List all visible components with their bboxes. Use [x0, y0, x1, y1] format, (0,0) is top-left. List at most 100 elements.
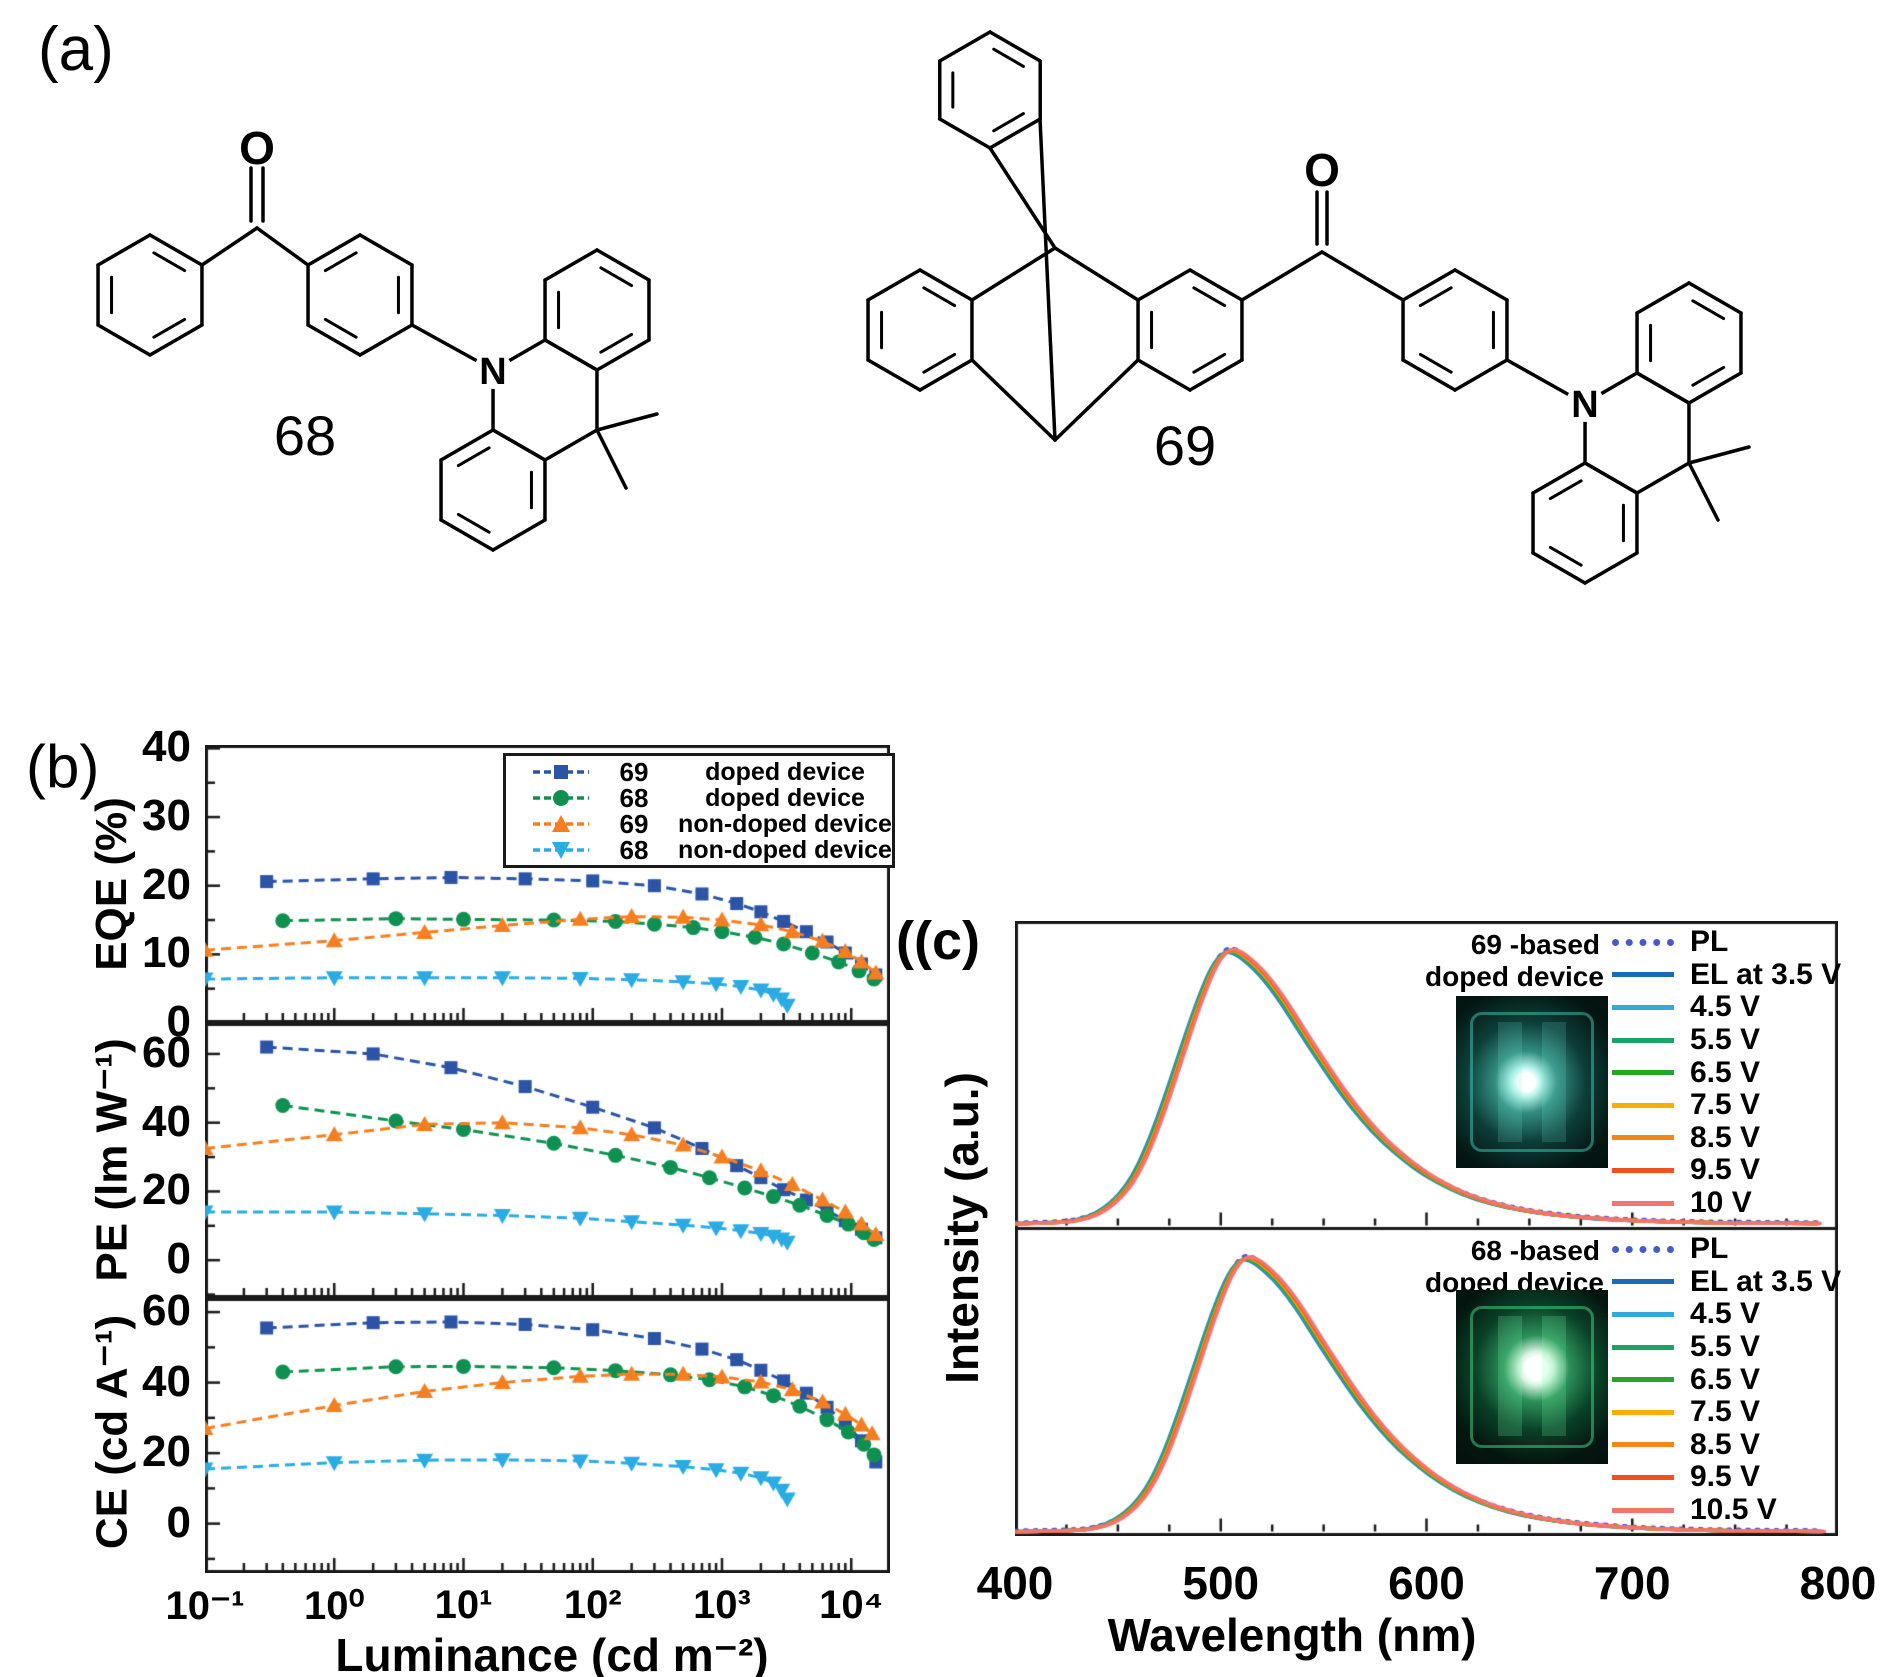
- y-tick-label: 10: [142, 928, 191, 978]
- inset-title-69: 69 -based doped device: [1425, 929, 1604, 993]
- x-tick-label: 400: [976, 1557, 1054, 1609]
- device-glow: [1456, 1290, 1608, 1464]
- legend-entry: 5.5 V: [1612, 1023, 1890, 1057]
- device-stripe: [1542, 1316, 1566, 1436]
- x-tick-label: 600: [1388, 1557, 1465, 1609]
- legend-line-swatch: [1612, 1037, 1674, 1043]
- legend-line-swatch: [1612, 1474, 1674, 1480]
- device-outline: [1470, 1306, 1594, 1448]
- legend-swatch-triangle-down-icon: [533, 842, 589, 859]
- legend-line-swatch: [1612, 1311, 1674, 1317]
- nitrogen-backing-68: [474, 351, 512, 389]
- molecule-number-69: 69: [1154, 414, 1216, 477]
- legend-line-swatch: [1612, 1200, 1674, 1206]
- panel-b-label: (b): [26, 733, 100, 800]
- legend-label: non-doped device: [678, 835, 892, 864]
- intensity-axis-title: Intensity (a.u.): [936, 1072, 988, 1384]
- y-tick-label: 0: [166, 997, 191, 1046]
- panel-c-bottom-legend: PL EL at 3.5 V 4.5 V 5.5 V 6.5 V 7.5 V 8.5 V 9.…: [1612, 1232, 1890, 1526]
- legend-compound: 69: [619, 808, 649, 839]
- inset-title-69-line1: 69 -based: [1470, 929, 1600, 960]
- legend-label: 10 V: [1690, 1186, 1752, 1220]
- panel-a-label: (a): [38, 15, 114, 84]
- chemical-structures-drawing: O N O N 68 69: [96, 30, 1751, 585]
- legend-entry: 6.5 V: [1612, 1363, 1890, 1396]
- legend-label: doped device: [705, 757, 865, 786]
- legend-label: 4.5 V: [1690, 1297, 1761, 1331]
- x-tick-label: 500: [1182, 1557, 1260, 1609]
- legend-label: 7.5 V: [1690, 1395, 1761, 1429]
- y-tick-label: 20: [142, 1427, 191, 1477]
- legend-label: 4.5 V: [1690, 990, 1761, 1024]
- wavelength-axis-title: Wavelength (nm): [1107, 1609, 1477, 1661]
- nitrogen-backing-69: [1566, 384, 1604, 422]
- legend-compound: 68: [619, 782, 649, 813]
- device-stripe: [1542, 1022, 1566, 1142]
- y-tick-label: 60: [142, 1286, 191, 1336]
- legend-entry: EL at 3.5 V: [1612, 957, 1890, 992]
- x-tick-label: 700: [1593, 1557, 1671, 1609]
- y-tick-label: 40: [142, 722, 191, 772]
- legend-label: PL: [1690, 925, 1729, 959]
- legend-entry: 4.5 V: [1612, 990, 1890, 1024]
- panel-c-top-legend: PL EL at 3.5 V 4.5 V 5.5 V 6.5 V 7.5 V 8.5 V 9.…: [1612, 925, 1890, 1220]
- legend-entry: 9.5 V: [1612, 1153, 1890, 1187]
- legend-entry: 7.5 V: [1612, 1088, 1890, 1122]
- legend-label: 8.5 V: [1690, 1120, 1761, 1154]
- legend-compound: 69: [619, 756, 649, 787]
- legend-entry: 8.5 V: [1612, 1120, 1890, 1155]
- molecule-bonds: [96, 30, 1751, 585]
- device-stripe: [1498, 1022, 1522, 1142]
- legend-entry: 9.5 V: [1612, 1460, 1890, 1494]
- legend-label: 6.5 V: [1690, 1055, 1761, 1089]
- legend-label: non-doped device: [678, 809, 892, 838]
- nitrogen-label-68: N: [479, 351, 506, 393]
- luminance-axis-title: Luminance (cd m⁻²): [335, 1629, 769, 1677]
- legend-entry: 68 doped device: [506, 782, 892, 813]
- legend-entry: 8.5 V: [1612, 1427, 1890, 1462]
- x-tick-label: 10¹: [434, 1583, 493, 1627]
- x-tick-label: 800: [1799, 1557, 1877, 1609]
- legend-line-swatch: [1612, 1102, 1674, 1108]
- inset-title-68-line1: 68 -based: [1470, 1235, 1600, 1266]
- legend-line-swatch: [1612, 972, 1674, 978]
- legend-line-swatch: [1612, 1442, 1674, 1448]
- legend-entry: 69 non-doped device: [506, 808, 892, 839]
- panel-c-label: ((c): [896, 911, 980, 971]
- legend-label: 9.5 V: [1690, 1460, 1761, 1494]
- y-tick-label: 0: [166, 1234, 191, 1284]
- inset-title-69-line2: doped device: [1425, 961, 1604, 992]
- legend-line-swatch: [1612, 1409, 1674, 1415]
- legend-swatch-square-icon: [533, 765, 589, 779]
- legend-label: 7.5 V: [1690, 1088, 1761, 1122]
- device-stripe: [1498, 1316, 1522, 1436]
- legend-entry: EL at 3.5 V: [1612, 1265, 1890, 1299]
- legend-line-swatch: [1612, 1279, 1674, 1285]
- legend-entry: 69 doped device: [506, 756, 892, 787]
- x-tick-label: 10³: [693, 1583, 751, 1627]
- oxygen-label-68: O: [239, 122, 275, 174]
- el-spectra-canvas: [1015, 921, 1838, 1536]
- y-tick-label: 40: [142, 1096, 191, 1146]
- device-glow: [1456, 996, 1608, 1168]
- legend-entry: 6.5 V: [1612, 1056, 1890, 1089]
- x-tick-label: 10⁻¹: [165, 1584, 245, 1628]
- legend-label: 8.5 V: [1690, 1427, 1761, 1461]
- legend-line-swatch: [1612, 1070, 1674, 1076]
- legend-line-swatch: [1612, 938, 1674, 946]
- device-outline: [1470, 1012, 1594, 1152]
- legend-label: EL at 3.5 V: [1690, 957, 1842, 991]
- y-tick-label: 30: [142, 791, 191, 841]
- legend-entry: 5.5 V: [1612, 1330, 1890, 1364]
- legend-entry: PL: [1612, 925, 1890, 959]
- x-tick-label: 10⁴: [819, 1583, 884, 1627]
- legend-label: 6.5 V: [1690, 1362, 1761, 1396]
- legend-swatch-triangle-up-icon: [533, 815, 589, 832]
- legend-entry: 4.5 V: [1612, 1297, 1890, 1331]
- nitrogen-label-69: N: [1571, 384, 1598, 426]
- legend-entry: 7.5 V: [1612, 1395, 1890, 1429]
- panel-b-legend: 69 doped device 68 doped device 69 non-doped …: [503, 753, 895, 868]
- molecule-number-68: 68: [274, 404, 336, 467]
- legend-label: 5.5 V: [1690, 1023, 1761, 1057]
